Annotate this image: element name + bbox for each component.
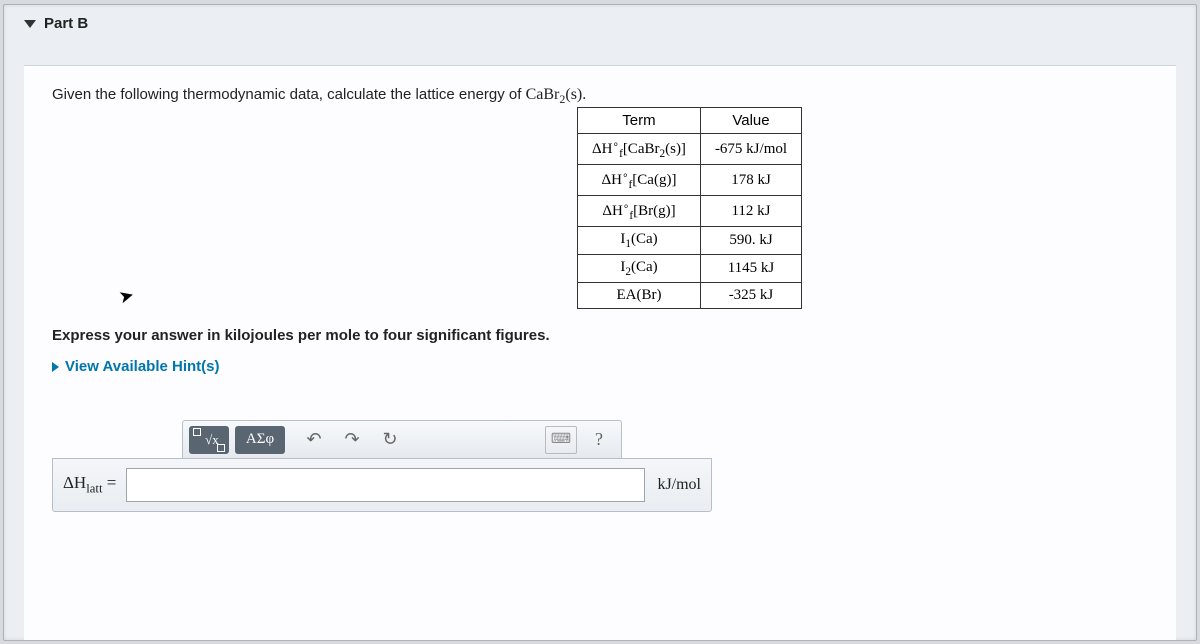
prompt-text: Given the following thermodynamic data, … <box>52 86 1148 107</box>
content-area: Given the following thermodynamic data, … <box>24 65 1176 640</box>
answer-row: ΔHlatt = kJ/mol <box>52 458 712 512</box>
answer-units: kJ/mol <box>645 476 701 494</box>
templates-button[interactable]: √x <box>189 426 229 454</box>
prompt-lead: Given the following thermodynamic data, … <box>52 86 526 103</box>
thermo-data-table: Term Value ΔH∘f[CaBr2(s)]-675 kJ/molΔH∘f… <box>577 107 802 309</box>
table-row: EA(Br)-325 kJ <box>578 283 802 309</box>
answer-lhs: ΔHlatt = <box>63 473 126 496</box>
table-cell-term: EA(Br) <box>578 283 701 309</box>
table-cell-value: 112 kJ <box>700 196 801 227</box>
table-header-value: Value <box>700 108 801 134</box>
table-row: ΔH∘f[Br(g)]112 kJ <box>578 196 802 227</box>
greek-button[interactable]: ΑΣφ <box>235 426 285 454</box>
table-row: ΔH∘f[Ca(g)]178 kJ <box>578 165 802 196</box>
table-cell-term: ΔH∘f[CaBr2(s)] <box>578 134 701 165</box>
collapse-icon <box>24 20 36 28</box>
table-row: ΔH∘f[CaBr2(s)]-675 kJ/mol <box>578 134 802 165</box>
prompt-compound: CaBr2(s). <box>526 86 587 103</box>
answer-widget: √x ΑΣφ ↶ ↷ ↻ ⌨ ? ΔHlatt = kJ/mol <box>52 420 712 512</box>
table-cell-term: ΔH∘f[Br(g)] <box>578 196 701 227</box>
answer-toolbar: √x ΑΣφ ↶ ↷ ↻ ⌨ ? <box>182 420 622 458</box>
answer-input[interactable] <box>126 468 645 502</box>
table-cell-term: ΔH∘f[Ca(g)] <box>578 165 701 196</box>
cursor-icon: ➤ <box>117 284 137 308</box>
part-header[interactable]: Part B <box>24 15 88 32</box>
table-cell-value: 590. kJ <box>700 227 801 255</box>
reset-button[interactable]: ↻ <box>374 426 406 454</box>
table-header-term: Term <box>578 108 701 134</box>
part-label: Part B <box>44 15 88 32</box>
redo-button[interactable]: ↷ <box>336 426 368 454</box>
instruction-text: Express your answer in kilojoules per mo… <box>52 327 1148 344</box>
help-button[interactable]: ? <box>583 426 615 454</box>
table-cell-value: -325 kJ <box>700 283 801 309</box>
undo-button[interactable]: ↶ <box>298 426 330 454</box>
chevron-right-icon <box>52 362 59 372</box>
view-hints-toggle[interactable]: View Available Hint(s) <box>52 358 1148 375</box>
table-row: I1(Ca)590. kJ <box>578 227 802 255</box>
table-cell-value: 178 kJ <box>700 165 801 196</box>
table-cell-term: I2(Ca) <box>578 255 701 283</box>
table-row: I2(Ca)1145 kJ <box>578 255 802 283</box>
table-cell-value: 1145 kJ <box>700 255 801 283</box>
table-cell-term: I1(Ca) <box>578 227 701 255</box>
page-container: Part B Given the following thermodynamic… <box>3 4 1197 641</box>
table-cell-value: -675 kJ/mol <box>700 134 801 165</box>
hints-label: View Available Hint(s) <box>65 358 220 375</box>
keyboard-button[interactable]: ⌨ <box>545 426 577 454</box>
table-header-row: Term Value <box>578 108 802 134</box>
